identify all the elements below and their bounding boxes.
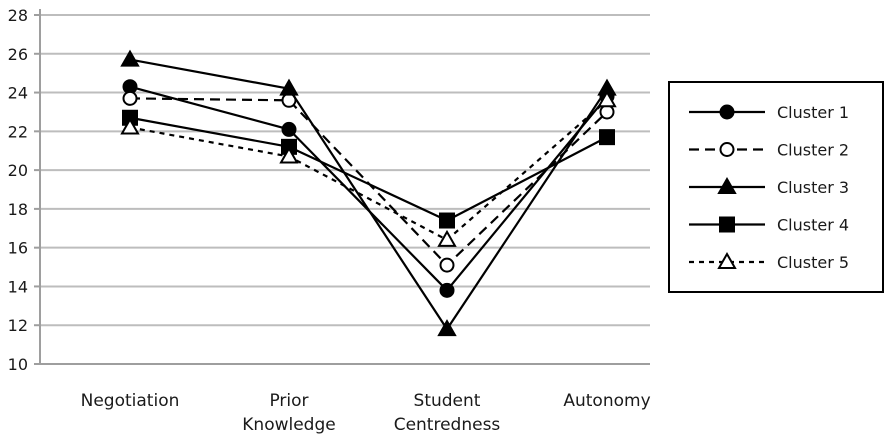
legend-item: Cluster 1 [689,103,849,122]
axes: 10 12 14 16 18 20 22 24 26 28 [8,6,650,374]
y-tick-label: 22 [8,122,28,141]
series [120,49,617,337]
data-point [439,257,455,273]
data-point [599,129,615,146]
legend: Cluster 1 Cluster 2 Cluster 3 Cluster 4 Clus… [668,81,884,293]
legend-label: Cluster 3 [777,178,849,197]
legend-label: Cluster 5 [777,253,849,272]
legend-marker [717,176,737,194]
data-point [437,229,457,247]
series-3 [120,49,617,337]
series-line [129,85,608,292]
data-point [597,90,617,108]
legend-item: Cluster 4 [689,216,849,235]
legend-item: Cluster 2 [689,141,849,160]
series-line [129,99,608,242]
y-tick-label: 26 [8,45,28,64]
grid [40,14,650,327]
y-tick-label: 20 [8,161,28,180]
data-point [439,212,455,229]
data-point [122,90,138,106]
series-5 [120,90,617,247]
x-tick-label: Student Centredness [394,391,501,435]
legend-item: Cluster 3 [689,176,849,197]
legend-marker [719,142,735,157]
y-tick-label: 12 [8,316,28,335]
data-point [437,319,457,337]
y-tick-label: 10 [8,355,28,374]
legend-marker [719,104,735,120]
y-tick-label: 14 [8,277,28,296]
legend-label: Cluster 1 [777,103,849,122]
y-tick-label: 16 [8,239,28,258]
data-point [439,282,455,298]
y-tick-label: 18 [8,200,28,219]
data-point [120,117,140,135]
data-point [279,146,299,164]
y-tick-label: 24 [8,84,28,103]
x-tick-label: Prior Knowledge [242,391,335,435]
legend-label: Cluster 4 [777,216,849,235]
legend-marker [717,251,737,269]
y-tick-label: 28 [8,6,28,25]
data-point [599,104,615,120]
data-point [279,78,299,96]
x-tick-label: Autonomy [563,391,650,411]
legend-marker [719,216,735,233]
series-line [129,58,608,331]
series-2 [122,90,615,273]
data-point [120,49,140,67]
legend-label: Cluster 2 [777,141,849,160]
data-point [281,121,297,137]
x-tick-label: Negotiation [81,391,180,411]
x-tick-labels: Negotiation Prior Knowledge Student Centredn… [81,391,651,435]
series-line [129,116,608,222]
legend-item: Cluster 5 [689,251,849,272]
